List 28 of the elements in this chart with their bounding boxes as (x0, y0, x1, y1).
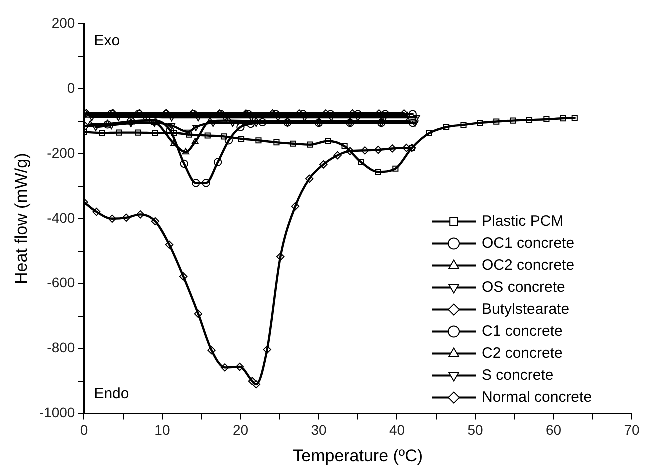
x-tick-label: 10 (154, 422, 170, 438)
y-tick-label: -400 (47, 210, 76, 226)
legend-label: OC1 concrete (482, 234, 575, 252)
legend-label: Normal concrete (482, 388, 592, 406)
y-axis-title: Heat flow (mW/g) (12, 153, 31, 285)
x-tick-label: 60 (546, 422, 562, 438)
x-tick-label: 40 (389, 422, 406, 438)
x-tick-label: 20 (232, 422, 249, 438)
annotation: Exo (94, 32, 120, 50)
annotation: Endo (94, 385, 130, 402)
y-tick-label: -200 (47, 144, 76, 161)
legend-label: C1 concrete (482, 322, 563, 340)
legend-label: Plastic PCM (482, 212, 564, 230)
y-tick-label: 200 (52, 14, 76, 31)
legend-label: OS concrete (482, 278, 566, 296)
x-tick-label: 0 (80, 422, 88, 438)
legend-label: OC2 concrete (482, 256, 575, 274)
legend-label: C2 concrete (482, 344, 563, 362)
x-tick-label: 70 (624, 422, 640, 438)
x-axis-title: Temperature (ºC) (293, 446, 424, 466)
y-tick-label: -1000 (39, 404, 76, 421)
legend-label: S concrete (482, 366, 554, 384)
y-tick-label: -600 (47, 274, 76, 291)
x-tick-label: 50 (468, 422, 484, 438)
legend-label: Butylstearate (482, 300, 570, 318)
y-tick-label: 0 (67, 80, 76, 96)
x-tick-label: 30 (311, 422, 327, 438)
y-tick-label: -800 (47, 340, 76, 356)
